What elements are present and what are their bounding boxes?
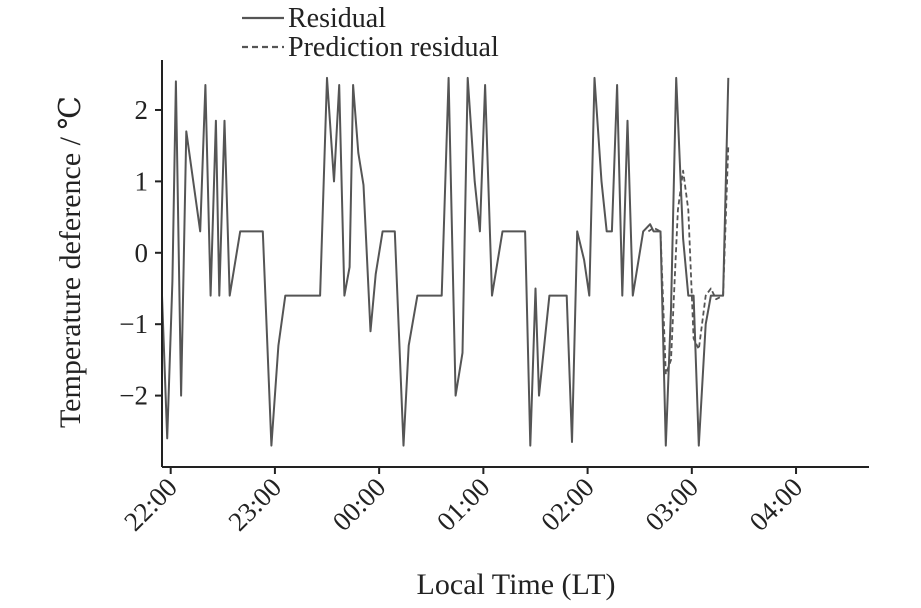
x-tick-label: 22:00 xyxy=(118,472,183,537)
series-layer xyxy=(161,76,730,447)
x-tick-label: 04:00 xyxy=(744,472,809,537)
x-tick-label: 23:00 xyxy=(222,472,287,537)
x-tick-label: 03:00 xyxy=(639,472,704,537)
y-tick-label: −2 xyxy=(119,381,148,411)
x-tick-label: 00:00 xyxy=(327,472,392,537)
x-tick-label: 02:00 xyxy=(535,472,600,537)
x-axis-title: Local Time (LT) xyxy=(417,568,616,601)
x-ticks: 22:00 23:00 00:00 01:00 02:00 03:00 04:00 xyxy=(118,467,808,537)
y-tick-label: −1 xyxy=(119,309,148,339)
y-axis-title: Temperature deference / ℃ xyxy=(54,96,87,428)
series-line-residual xyxy=(161,76,730,447)
legend-label-prediction-residual: Prediction residual xyxy=(288,32,499,63)
y-tick-label: 2 xyxy=(135,95,149,125)
legend-label-residual: Residual xyxy=(288,3,386,34)
series-line-prediction-residual xyxy=(647,145,730,376)
y-tick-label: 0 xyxy=(135,238,149,268)
y-tick-label: 1 xyxy=(135,166,149,196)
legend: Residual Prediction residual xyxy=(242,3,499,63)
axes-layer xyxy=(161,60,869,468)
y-ticks: 2 1 0 −1 −2 xyxy=(119,95,162,411)
x-tick-label: 01:00 xyxy=(431,472,496,537)
